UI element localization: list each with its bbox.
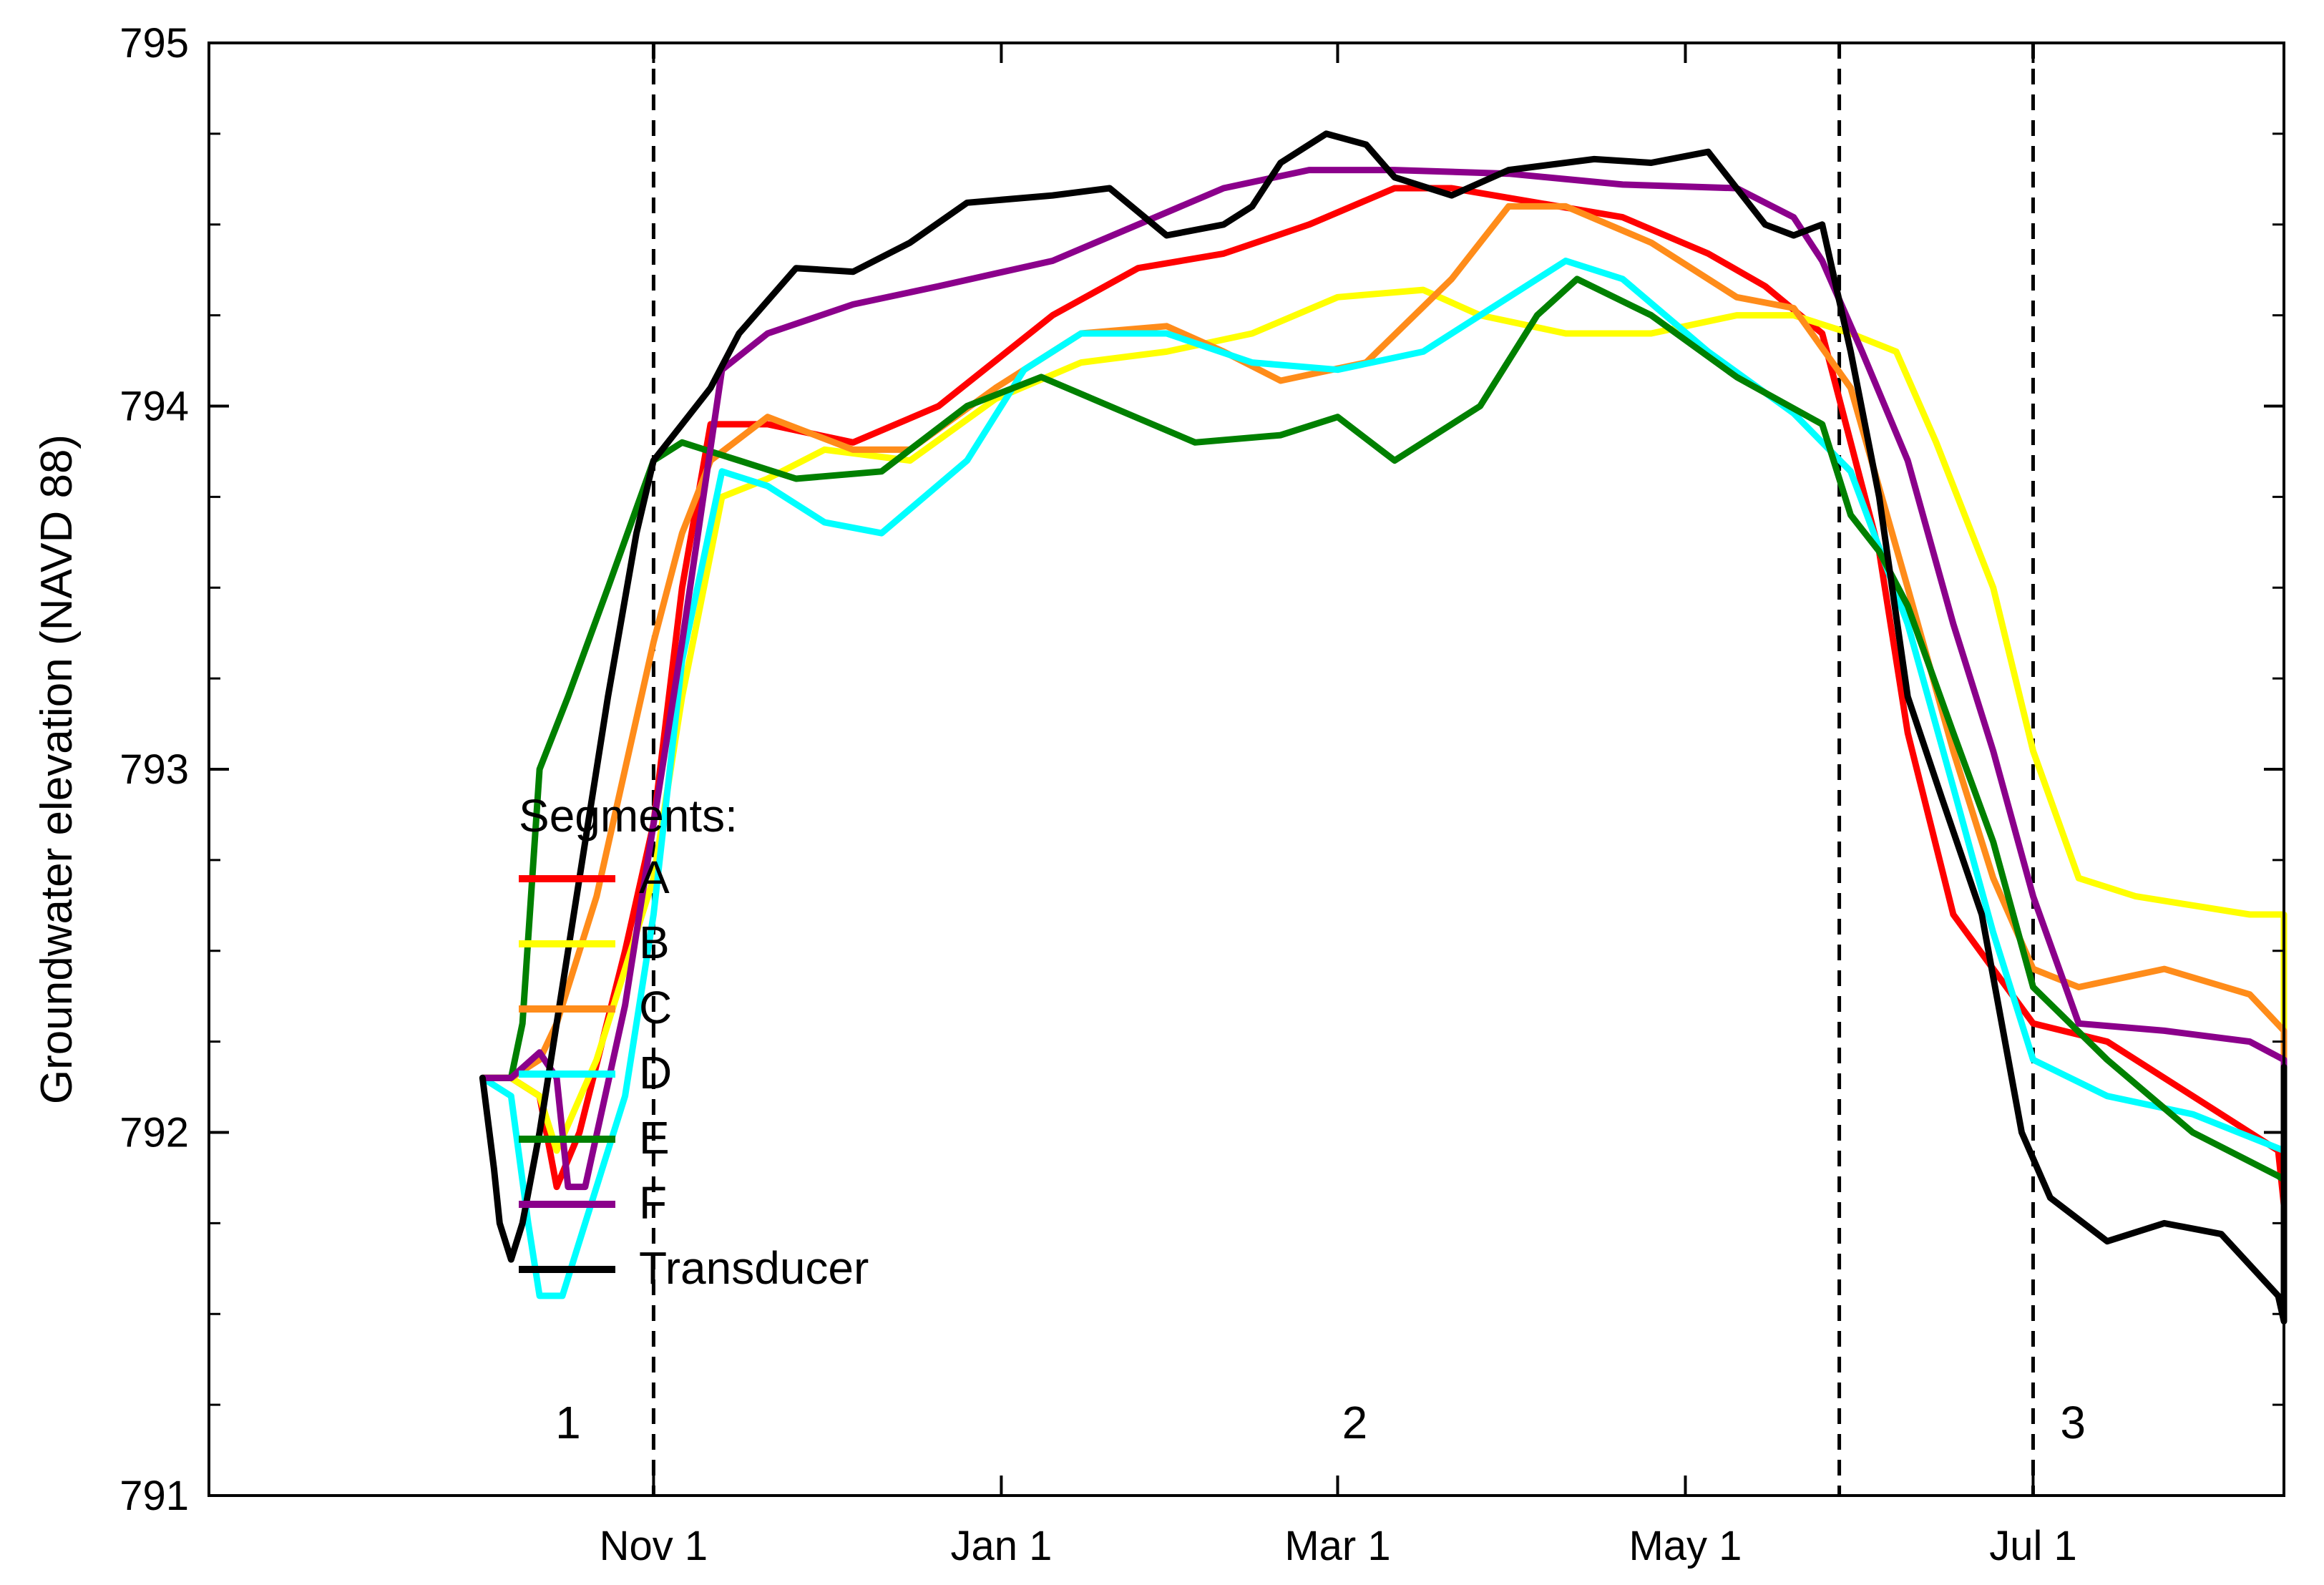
y-tick-label: 791 — [119, 1473, 189, 1519]
legend-label-a: A — [639, 852, 670, 903]
x-tick-label: Jul 1 — [1989, 1523, 2077, 1569]
plot-frame — [208, 42, 2285, 1497]
series-line-transducer — [479, 130, 2288, 1325]
y-tick-label: 793 — [119, 746, 189, 793]
period-label: 3 — [2060, 1397, 2086, 1448]
legend-label-d: D — [639, 1047, 672, 1098]
series-line-e — [479, 275, 2288, 1183]
series-line-d — [479, 258, 2288, 1299]
legend-label-b: B — [639, 917, 670, 968]
y-tick-label: 792 — [119, 1110, 189, 1156]
series-line-b — [479, 286, 2288, 1154]
boundary-layer — [651, 43, 2035, 1496]
series-line-f — [479, 167, 2288, 1191]
legend-label-c: C — [639, 982, 672, 1033]
legend-label-f: F — [639, 1177, 667, 1229]
x-tick-label: Mar 1 — [1284, 1523, 1390, 1569]
y-axis-label: Groundwater elevation (NAVD 88) — [32, 434, 82, 1104]
period-labels: 1234 — [555, 1397, 2086, 1448]
x-tick-label: Nov 1 — [600, 1523, 708, 1569]
legend-title: Segments: — [519, 790, 738, 842]
x-tick-label: Jan 1 — [950, 1523, 1052, 1569]
series-layer — [479, 130, 2288, 1325]
legend-label-transducer: Transducer — [639, 1242, 869, 1294]
series-line-c — [479, 203, 2288, 1143]
y-axis-label-group: Groundwater elevation (NAVD 88) — [32, 434, 82, 1104]
period-label: 2 — [1342, 1397, 1368, 1448]
y-tick-label: 794 — [119, 384, 189, 430]
tick-layer: 791 792 793 794 795 Nov 1 Jan 1 Mar 1 May 1 Jul 1… — [119, 20, 2284, 1569]
legend-label-e: E — [639, 1112, 670, 1164]
x-tick-label: May 1 — [1629, 1523, 1742, 1569]
period-label: 1 — [555, 1397, 581, 1448]
y-tick-label: 795 — [119, 20, 189, 67]
